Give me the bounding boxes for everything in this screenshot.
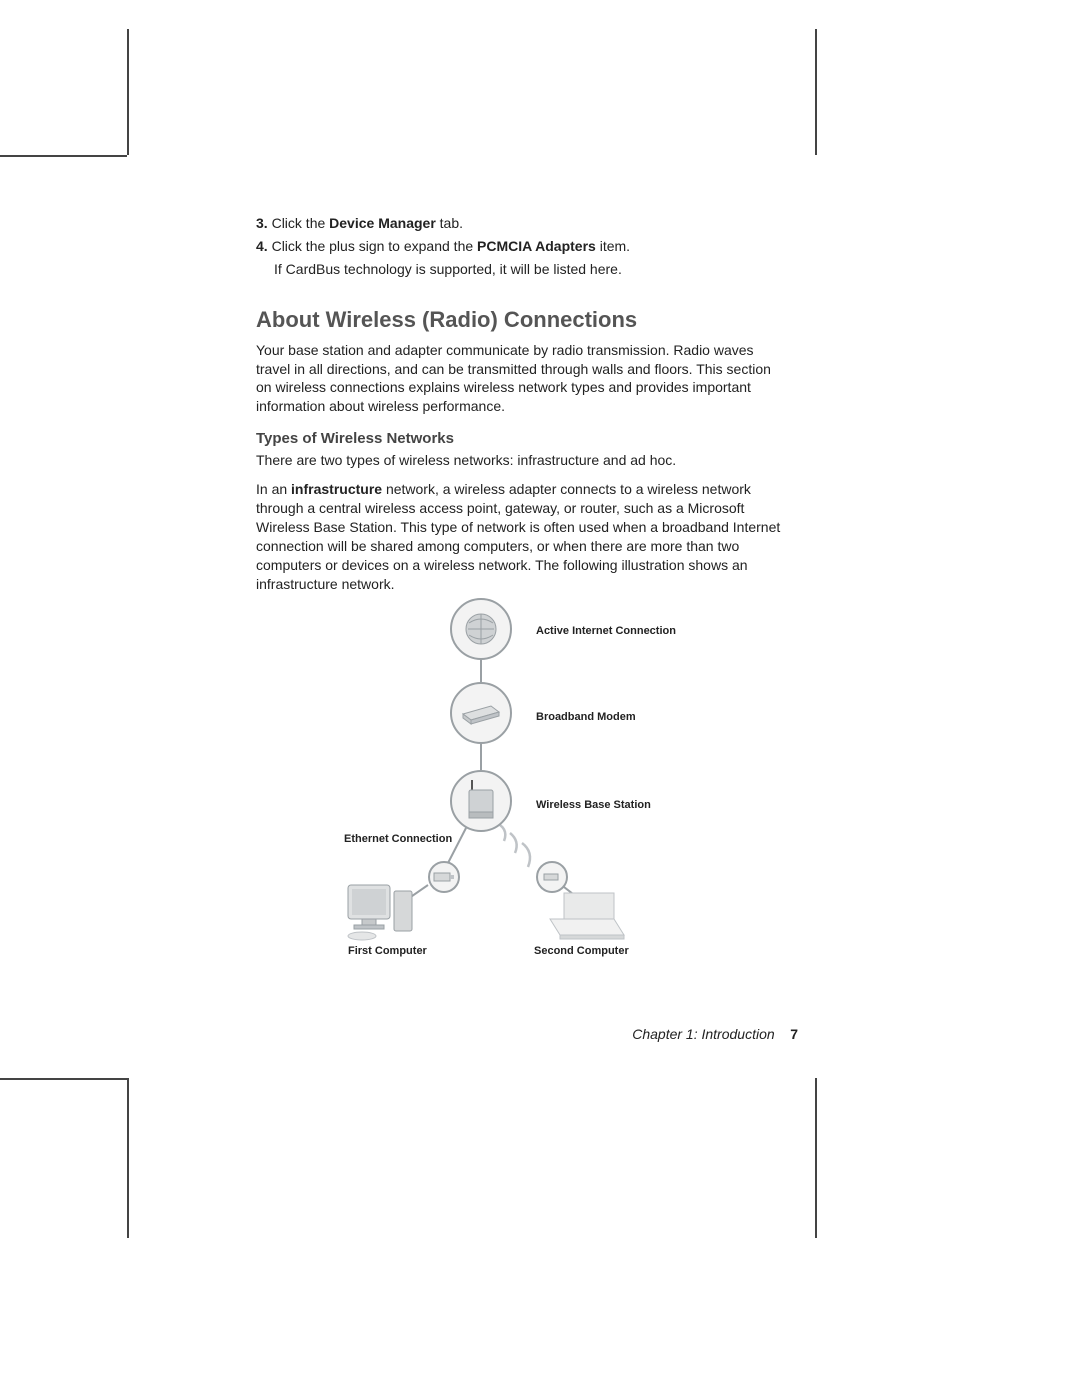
router-icon xyxy=(461,778,501,824)
label-second-computer: Second Computer xyxy=(534,945,629,957)
label-internet: Active Internet Connection xyxy=(536,625,676,637)
step-3: 3. Click the Device Manager tab. xyxy=(256,214,786,233)
label-first-computer: First Computer xyxy=(348,945,427,957)
step-number: 4. xyxy=(256,238,268,254)
second-computer xyxy=(544,889,624,949)
page-content: 3. Click the Device Manager tab. 4. Clic… xyxy=(256,214,786,963)
footer-page-number: 7 xyxy=(790,1026,798,1042)
page-footer: Chapter 1: Introduction 7 xyxy=(632,1026,798,1042)
label-base: Wireless Base Station xyxy=(536,799,651,811)
label-ethernet: Ethernet Connection xyxy=(344,833,452,845)
paragraph-infrastructure: In an infrastructure network, a wireless… xyxy=(256,480,786,593)
infrastructure-network-diagram: Active Internet Connection Broadband Mod… xyxy=(256,603,786,963)
label-modem: Broadband Modem xyxy=(536,711,636,723)
modem-icon xyxy=(459,700,503,726)
laptop-icon xyxy=(544,889,630,945)
step-number: 3. xyxy=(256,215,268,231)
step-4: 4. Click the plus sign to expand the PCM… xyxy=(256,237,786,256)
globe-icon xyxy=(461,609,501,649)
diagram-lines xyxy=(256,603,786,963)
first-computer xyxy=(342,881,422,941)
footer-chapter: Chapter 1: Introduction xyxy=(632,1026,774,1042)
subheading-types: Types of Wireless Networks xyxy=(256,430,786,447)
desktop-icon xyxy=(342,881,422,945)
wireless-card-icon xyxy=(542,870,562,884)
nic-icon xyxy=(433,870,455,884)
heading-wireless-connections: About Wireless (Radio) Connections xyxy=(256,307,786,333)
step-sub: If CardBus technology is supported, it w… xyxy=(256,260,786,279)
paragraph-types: There are two types of wireless networks… xyxy=(256,451,786,470)
paragraph-intro: Your base station and adapter communicat… xyxy=(256,341,786,417)
